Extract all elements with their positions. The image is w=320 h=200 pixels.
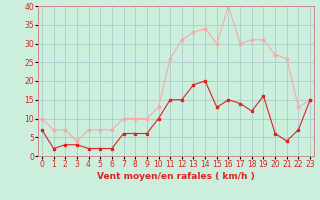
X-axis label: Vent moyen/en rafales ( km/h ): Vent moyen/en rafales ( km/h ) <box>97 172 255 181</box>
